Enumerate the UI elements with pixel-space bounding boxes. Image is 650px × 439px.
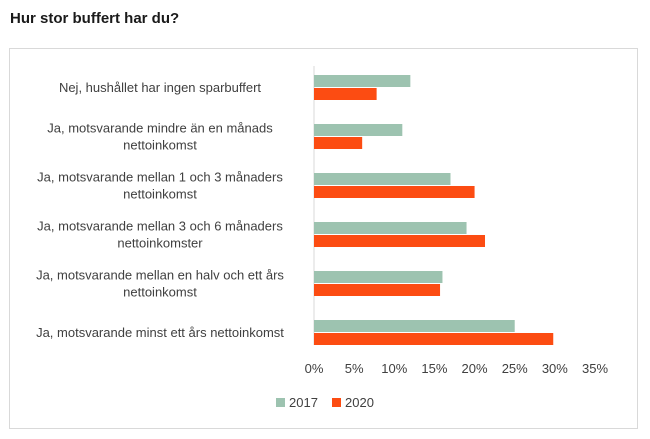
category-label-3: Ja, motsvarande mellan 3 och 6 månaders n… — [37, 219, 283, 251]
page-title: Hur stor buffert har du? — [10, 10, 180, 27]
bar-2020-5 — [314, 333, 554, 345]
x-tick-label: 5% — [345, 361, 364, 376]
bar-2017-1 — [314, 124, 403, 136]
category-label-5: Ja, motsvarande minst ett års nettoinkom… — [36, 325, 284, 340]
bar-2017-0 — [314, 75, 411, 87]
legend-swatch-2020 — [332, 398, 341, 407]
legend-label-2020: 2020 — [345, 395, 374, 410]
bar-2017-3 — [314, 222, 467, 234]
x-tick-label: 15% — [421, 361, 447, 376]
x-tick-label: 35% — [582, 361, 608, 376]
bar-2020-3 — [314, 235, 486, 247]
bar-2020-4 — [314, 284, 441, 296]
category-label-1: Ja, motsvarande mindre än en månads netto… — [47, 121, 273, 153]
bar-2017-2 — [314, 173, 451, 185]
bar-2020-1 — [314, 137, 363, 149]
x-tick-label: 30% — [542, 361, 568, 376]
bar-2017-5 — [314, 320, 515, 332]
category-label-4: Ja, motsvarande mellan en halv och ett å… — [36, 268, 284, 300]
bar-2020-0 — [314, 88, 377, 100]
category-label-0: Nej, hushållet har ingen sparbuffert — [59, 80, 261, 95]
x-tick-label: 10% — [381, 361, 407, 376]
legend-label-2017: 2017 — [289, 395, 318, 410]
x-tick-label: 25% — [502, 361, 528, 376]
category-label-2: Ja, motsvarande mellan 1 och 3 månaders n… — [37, 170, 283, 202]
legend-swatch-2017 — [276, 398, 285, 407]
x-tick-label: 20% — [462, 361, 488, 376]
bar-2020-2 — [314, 186, 475, 198]
x-tick-label: 0% — [305, 361, 324, 376]
bar-2017-4 — [314, 271, 443, 283]
